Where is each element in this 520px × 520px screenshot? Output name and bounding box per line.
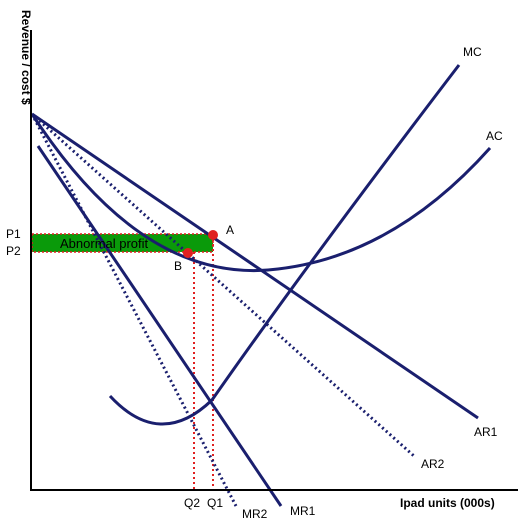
p2-label: P2 <box>6 244 21 258</box>
mc-label: MC <box>463 45 482 59</box>
y-axis-label: Revenue / cost $ <box>19 10 33 105</box>
ar1-curve <box>31 112 479 420</box>
ac-curve <box>30 113 492 273</box>
mr1-label: MR1 <box>290 504 316 518</box>
abnormal-profit-label: Abnormal profit <box>60 236 149 251</box>
q1-label: Q1 <box>207 496 223 510</box>
mr2-label: MR2 <box>242 507 268 520</box>
ac-label: AC <box>486 129 503 143</box>
mc-curve <box>108 64 461 426</box>
mr2-curve <box>30 113 238 507</box>
point-b-marker <box>183 248 193 258</box>
point-b-label: B <box>174 259 182 273</box>
point-a-label: A <box>226 223 234 237</box>
q2-label: Q2 <box>184 496 200 510</box>
point-a-marker <box>208 230 218 240</box>
p1-label: P1 <box>6 227 21 241</box>
ar1-label: AR1 <box>474 425 498 439</box>
x-axis-label: Ipad units (000s) <box>400 496 495 510</box>
ar2-label: AR2 <box>421 457 445 471</box>
abnormal-profit-area <box>32 234 213 252</box>
mr1-curve <box>36 145 283 507</box>
ar2-curve <box>30 112 416 458</box>
